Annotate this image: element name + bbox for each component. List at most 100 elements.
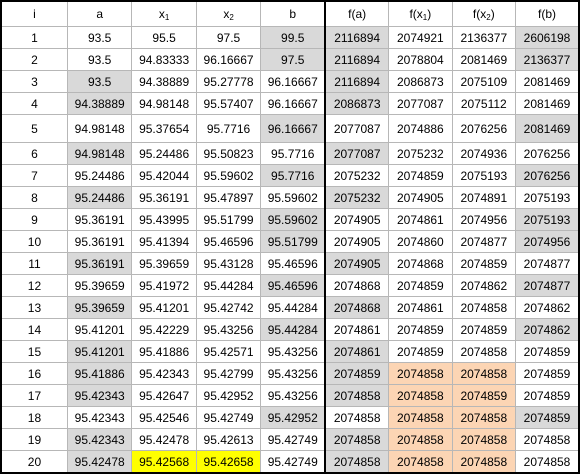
cell-fa: 2116894: [324, 70, 390, 93]
cell-b: 96.16667: [260, 70, 327, 93]
cell-fx2: 2075112: [451, 92, 517, 115]
table-row: 15 95.41201 95.41886 95.42571 95.43256 207486…: [0, 340, 581, 363]
cell-a: 93.5: [66, 70, 133, 93]
cell-x2: 95.42613: [195, 428, 262, 451]
cell-x1: 94.83333: [131, 48, 197, 71]
cell-fx1: 2075232: [388, 142, 453, 165]
cell-i: 20: [0, 450, 68, 474]
table-row: 10 95.36191 95.41394 95.46596 95.51799 207490…: [0, 230, 581, 253]
cell-a: 95.42343: [66, 384, 133, 407]
header-fx1-post: ): [427, 6, 432, 21]
cell-a: 93.5: [66, 48, 133, 71]
cell-fb: 2081469: [515, 114, 581, 143]
cell-x2: 95.42749: [195, 406, 262, 429]
cell-a: 94.38889: [66, 92, 133, 115]
cell-i: 7: [0, 164, 68, 187]
cell-fb: 2074956: [515, 230, 581, 253]
cell-i: 18: [0, 406, 68, 429]
cell-x2: 95.43128: [195, 252, 262, 275]
table-row: 11 95.36191 95.39659 95.43128 95.46596 207490…: [0, 252, 581, 275]
cell-fa: 2116894: [324, 26, 390, 49]
cell-fx2: 2074858: [451, 340, 517, 363]
cell-i: 16: [0, 362, 68, 385]
cell-x1: 95.42044: [131, 164, 197, 187]
cell-fx2: 2074862: [451, 274, 517, 297]
cell-x1: 95.42546: [131, 406, 197, 429]
table-row: 17 95.42343 95.42647 95.42952 95.43256 207485…: [0, 384, 581, 407]
cell-x1: 95.42568: [131, 450, 197, 474]
cell-a: 95.24486: [66, 164, 133, 187]
cell-x2: 95.50823: [195, 142, 262, 165]
table-row: 8 95.24486 95.36191 95.47897 95.59602 2075232…: [0, 186, 581, 209]
cell-b: 95.42749: [260, 428, 327, 451]
cell-x1: 95.41201: [131, 296, 197, 319]
cell-x1: 95.42647: [131, 384, 197, 407]
cell-fb: 2074877: [515, 274, 581, 297]
cell-a: 95.41201: [66, 340, 133, 363]
cell-fa: 2074861: [324, 318, 390, 341]
header-fx2: f(x2): [451, 0, 517, 27]
cell-x2: 95.51799: [195, 208, 262, 231]
header-b: b: [260, 0, 327, 27]
cell-fb: 2074859: [515, 384, 581, 407]
cell-fx1: 2074859: [388, 274, 453, 297]
cell-x1: 95.42478: [131, 428, 197, 451]
cell-i: 13: [0, 296, 68, 319]
cell-fx1: 2074859: [388, 318, 453, 341]
cell-x2: 95.42952: [195, 384, 262, 407]
cell-fb: 2074862: [515, 318, 581, 341]
cell-a: 95.42343: [66, 428, 133, 451]
cell-b: 95.59602: [260, 186, 327, 209]
cell-x1: 94.38889: [131, 70, 197, 93]
header-i: i: [0, 0, 68, 27]
cell-i: 11: [0, 252, 68, 275]
cell-fx2: 2136377: [451, 26, 517, 49]
cell-fx1: 2074905: [388, 186, 453, 209]
cell-a: 95.41886: [66, 362, 133, 385]
cell-fa: 2077087: [324, 114, 390, 143]
cell-x1: 95.42343: [131, 362, 197, 385]
header-fb: f(b): [515, 0, 581, 27]
cell-a: 95.42343: [66, 406, 133, 429]
table-row: 20 95.42478 95.42568 95.42658 95.42749 207485…: [0, 450, 581, 474]
cell-x1: 94.98148: [131, 92, 197, 115]
table-row: 16 95.41886 95.42343 95.42799 95.43256 207485…: [0, 362, 581, 385]
cell-x2: 95.27778: [195, 70, 262, 93]
cell-fx2: 2074858: [451, 406, 517, 429]
cell-fb: 2081469: [515, 70, 581, 93]
cell-x2: 95.42799: [195, 362, 262, 385]
cell-x2: 95.42658: [195, 450, 262, 474]
cell-b: 96.16667: [260, 92, 327, 115]
cell-i: 5: [0, 114, 68, 143]
cell-fx2: 2074891: [451, 186, 517, 209]
table-row: 19 95.42343 95.42478 95.42613 95.42749 207485…: [0, 428, 581, 451]
cell-fa: 2077087: [324, 142, 390, 165]
header-a: a: [66, 0, 133, 27]
cell-a: 95.36191: [66, 252, 133, 275]
cell-fa: 2075232: [324, 186, 390, 209]
cell-fa: 2074858: [324, 406, 390, 429]
cell-fx1: 2074858: [388, 362, 453, 385]
cell-a: 95.39659: [66, 296, 133, 319]
cell-fb: 2075193: [515, 186, 581, 209]
cell-x2: 96.16667: [195, 48, 262, 71]
cell-b: 99.5: [260, 26, 327, 49]
header-x2: x2: [195, 0, 262, 27]
cell-b: 95.42749: [260, 450, 327, 474]
cell-i: 15: [0, 340, 68, 363]
table-row: 3 93.5 94.38889 95.27778 96.16667 2116894 2086…: [0, 70, 581, 93]
cell-fx2: 2074858: [451, 428, 517, 451]
table-row: 12 95.39659 95.41972 95.44284 95.46596 207486…: [0, 274, 581, 297]
table-row: 2 93.5 94.83333 96.16667 97.5 2116894 2078804 2…: [0, 48, 581, 71]
cell-fx1: 2074858: [388, 428, 453, 451]
cell-fa: 2074905: [324, 208, 390, 231]
cell-a: 95.36191: [66, 208, 133, 231]
table-row: 7 95.24486 95.42044 95.59602 95.7716 2075232 2…: [0, 164, 581, 187]
cell-fa: 2086873: [324, 92, 390, 115]
header-x2-base: x: [223, 6, 230, 21]
cell-i: 4: [0, 92, 68, 115]
cell-fx2: 2074859: [451, 384, 517, 407]
cell-fa: 2074859: [324, 362, 390, 385]
cell-fb: 2074858: [515, 450, 581, 474]
